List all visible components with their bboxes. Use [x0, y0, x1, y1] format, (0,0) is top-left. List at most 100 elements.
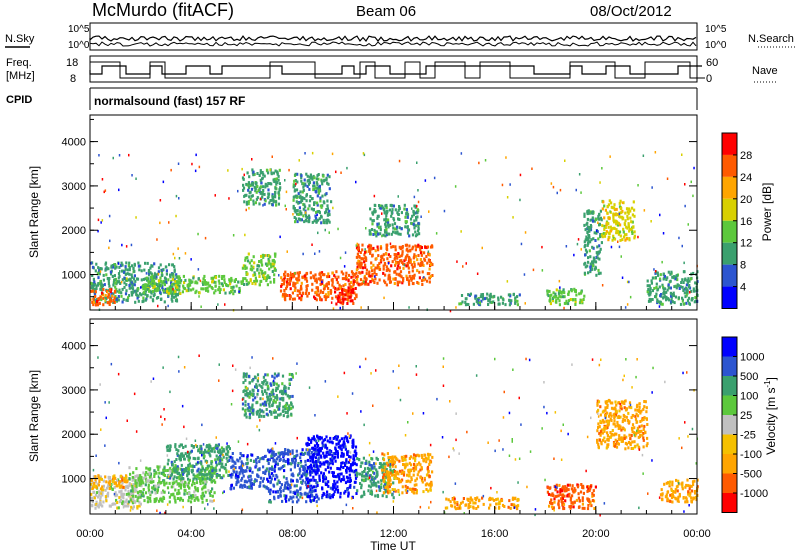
data-cell [332, 452, 335, 455]
data-cell [214, 276, 217, 280]
data-cell [136, 296, 139, 300]
data-cell [613, 226, 616, 230]
data-cell [206, 476, 209, 480]
data-cell [396, 282, 399, 286]
data-cell [214, 480, 217, 484]
data-cell [264, 185, 267, 189]
data-cell [333, 479, 336, 483]
data-cell [403, 203, 406, 207]
data-cell [162, 289, 165, 293]
data-cell [286, 411, 289, 414]
data-cell [144, 283, 147, 287]
data-cell [403, 207, 406, 211]
data-cell [198, 471, 201, 475]
data-cell [144, 483, 147, 487]
colorbar-tick-label: 12 [740, 238, 752, 250]
data-cell [599, 235, 602, 239]
data-cell [314, 472, 317, 476]
data-cell [400, 259, 403, 263]
data-cell [344, 293, 347, 297]
data-cell [388, 280, 392, 284]
data-cell [372, 210, 375, 214]
data-cell [357, 243, 360, 247]
data-cell [419, 463, 422, 467]
data-speck [624, 306, 627, 309]
data-cell [364, 467, 367, 471]
data-cell [405, 243, 408, 247]
data-cell [669, 291, 672, 295]
data-cell [230, 286, 233, 289]
data-cell [306, 174, 309, 178]
data-speck [288, 168, 290, 172]
data-cell [345, 293, 348, 297]
data-cell [401, 245, 404, 248]
data-cell [394, 261, 397, 265]
data-cell [546, 289, 549, 293]
data-cell [286, 394, 289, 398]
data-cell [346, 302, 349, 305]
data-cell [319, 199, 322, 203]
data-speck [177, 162, 180, 165]
data-cell [256, 392, 259, 396]
data-cell [265, 277, 268, 281]
data-cell [282, 396, 285, 400]
data-cell [210, 462, 213, 466]
data-cell [692, 287, 695, 291]
data-cell [292, 459, 295, 463]
data-cell [391, 488, 394, 491]
data-cell [113, 301, 116, 304]
data-cell [686, 299, 690, 303]
data-speck [381, 234, 383, 238]
data-speck [433, 176, 436, 180]
data-cell [608, 199, 611, 203]
data-cell [300, 176, 303, 179]
data-cell [225, 283, 228, 286]
data-cell [249, 480, 252, 484]
data-cell [382, 271, 385, 275]
data-cell [414, 457, 417, 460]
data-cell [297, 462, 300, 465]
data-cell [260, 254, 263, 258]
data-cell [271, 391, 274, 395]
data-cell [285, 452, 288, 456]
data-cell [256, 185, 259, 189]
data-cell [265, 467, 268, 471]
colorbar-swatch [722, 220, 737, 243]
data-cell [146, 278, 149, 282]
data-cell [386, 487, 389, 491]
data-cell [146, 294, 149, 298]
data-cell [396, 267, 399, 271]
data-cell [263, 276, 266, 280]
data-cell [315, 290, 318, 294]
data-cell [383, 218, 386, 222]
data-cell [173, 481, 176, 485]
data-cell [593, 231, 596, 235]
data-cell [94, 295, 97, 298]
data-cell [284, 497, 287, 501]
data-cell [264, 182, 267, 186]
data-cell [661, 302, 664, 306]
data-cell [316, 174, 319, 178]
data-cell [648, 293, 651, 297]
data-cell [274, 169, 277, 173]
data-cell [148, 471, 151, 475]
data-cell [402, 463, 405, 466]
data-cell [665, 290, 668, 294]
data-cell [647, 299, 651, 303]
data-cell [169, 448, 172, 452]
data-speck [626, 280, 629, 284]
data-cell [655, 292, 658, 296]
data-cell [404, 257, 407, 261]
data-cell [344, 435, 347, 439]
data-cell [214, 284, 217, 288]
data-cell [320, 205, 323, 209]
data-cell [377, 254, 380, 258]
data-cell [625, 225, 628, 229]
data-cell [352, 443, 355, 447]
data-cell [346, 479, 349, 483]
data-cell [209, 475, 212, 479]
data-cell [287, 274, 290, 277]
data-cell [350, 290, 353, 294]
data-cell [551, 299, 554, 303]
data-speck [294, 272, 296, 275]
